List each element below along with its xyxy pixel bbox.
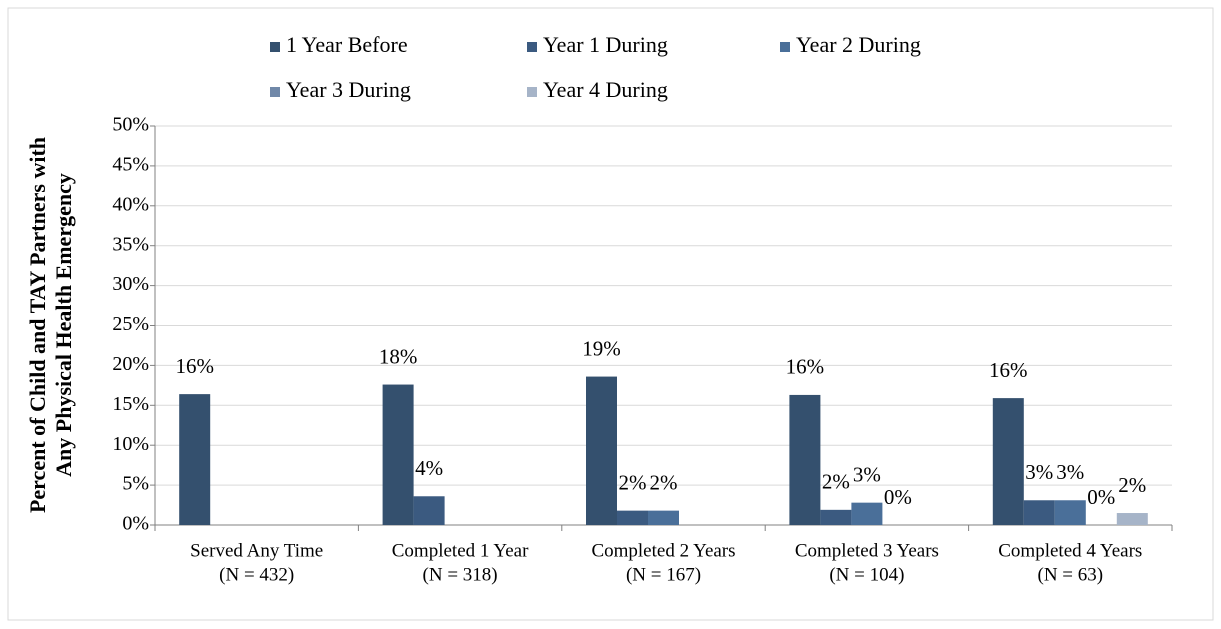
x-tick-label: (N = 432) <box>219 564 294 585</box>
x-tick-label: (N = 63) <box>1038 564 1104 585</box>
data-label: 2% <box>1118 473 1146 497</box>
data-label: 3% <box>853 462 881 486</box>
bar <box>586 376 617 525</box>
x-tick-label: Completed 1 Year <box>392 540 529 561</box>
legend-label: Year 4 During <box>543 77 668 102</box>
data-label: 19% <box>582 336 621 360</box>
data-label: 3% <box>1056 460 1084 484</box>
x-tick-label: Served Any Time <box>190 540 323 561</box>
bar <box>789 394 821 525</box>
y-tick-label: 25% <box>112 313 149 335</box>
x-tick-label: Completed 3 Years <box>795 540 939 561</box>
y-tick-label: 50% <box>112 114 149 136</box>
y-tick-label: 35% <box>112 233 149 255</box>
bar <box>648 510 679 525</box>
legend-swatch <box>527 42 537 52</box>
y-tick-label: 0% <box>122 513 149 535</box>
legend-swatch <box>527 87 537 97</box>
data-label: 3% <box>1025 460 1053 484</box>
y-tick-label: 40% <box>112 193 149 215</box>
data-label: 4% <box>415 456 443 480</box>
x-tick-label: (N = 318) <box>423 564 498 585</box>
bar <box>617 510 648 525</box>
data-label: 16% <box>786 355 825 379</box>
data-label: 2% <box>822 470 850 494</box>
y-tick-label: 20% <box>112 353 149 375</box>
data-label: 2% <box>619 470 647 494</box>
data-label: 2% <box>650 470 678 494</box>
y-tick-label: 5% <box>122 473 149 495</box>
x-tick-label: (N = 104) <box>829 564 904 585</box>
bar <box>1023 500 1055 525</box>
x-tick-label: Completed 4 Years <box>998 540 1142 561</box>
bar <box>413 496 445 525</box>
legend-label: Year 3 During <box>286 77 411 102</box>
data-label: 18% <box>379 344 418 368</box>
data-label: 0% <box>1087 485 1115 509</box>
bar <box>1116 513 1148 525</box>
legend-swatch <box>270 87 280 97</box>
legend-label: Year 2 During <box>796 32 921 57</box>
bar <box>382 384 414 525</box>
legend-swatch <box>270 42 280 52</box>
x-tick-label: (N = 167) <box>626 564 701 585</box>
y-tick-label: 30% <box>112 273 149 295</box>
bar <box>179 394 211 525</box>
bar <box>851 502 883 525</box>
x-tick-label: Completed 2 Years <box>591 540 735 561</box>
y-tick-label: 10% <box>112 433 149 455</box>
legend-label: Year 1 During <box>543 32 668 57</box>
data-label: 16% <box>175 354 214 378</box>
y-axis-title: Any Physical Health Emergency <box>51 173 76 477</box>
legend-swatch <box>780 42 790 52</box>
bar <box>992 398 1024 525</box>
y-tick-label: 15% <box>112 393 149 415</box>
y-axis-title: Percent of Child and TAY Partners with <box>25 137 50 513</box>
data-label: 0% <box>884 485 912 509</box>
legend-label: 1 Year Before <box>286 32 408 57</box>
bar <box>1054 500 1086 525</box>
bar <box>820 509 852 525</box>
y-tick-label: 45% <box>112 153 149 175</box>
data-label: 16% <box>989 358 1028 382</box>
